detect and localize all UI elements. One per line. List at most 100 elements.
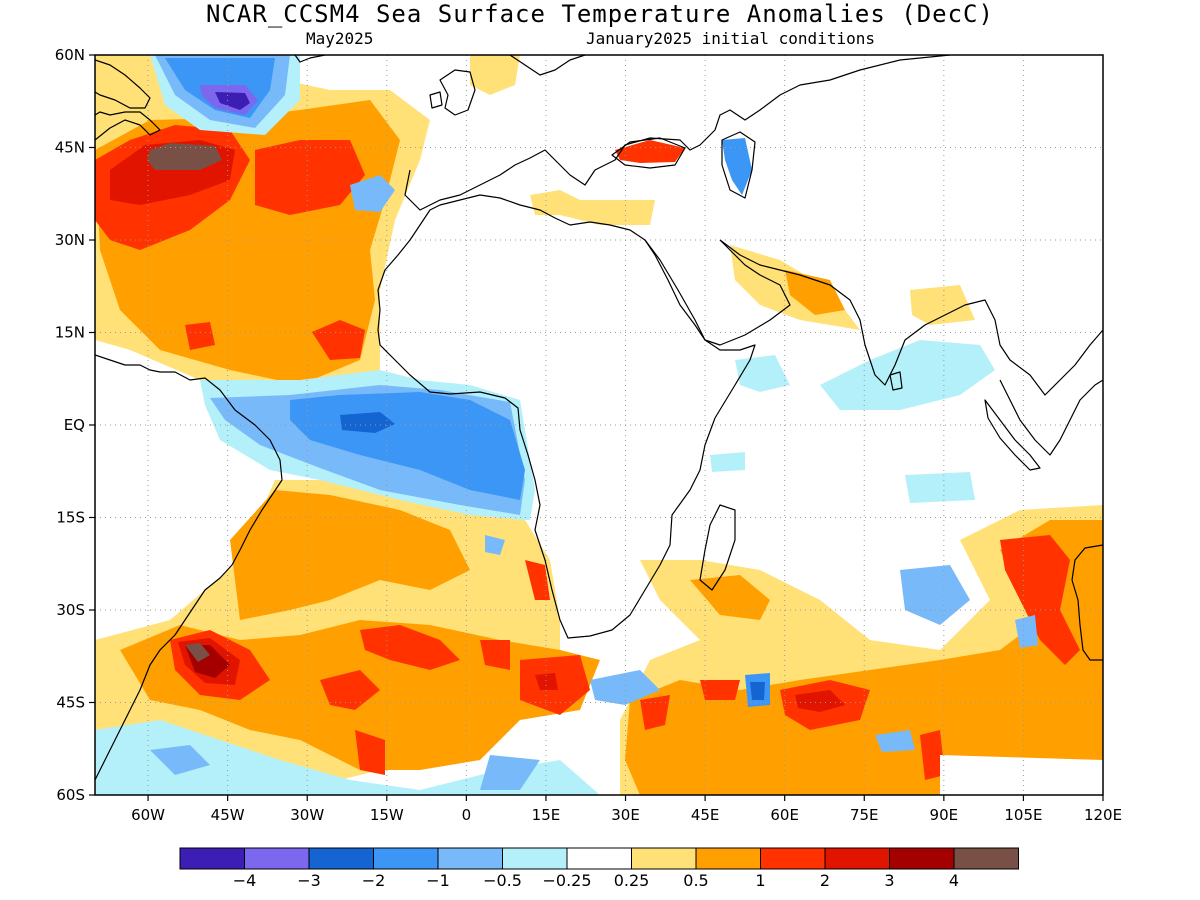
colorbar-label: −0.5 bbox=[483, 871, 522, 890]
lat-label: 60N bbox=[55, 46, 85, 64]
shade-na-red3 bbox=[312, 320, 365, 360]
coast-british-isles bbox=[429, 69, 476, 116]
lon-label: 60E bbox=[770, 806, 799, 824]
coast-sri-lanka bbox=[889, 371, 903, 391]
colorbar-swatch bbox=[244, 847, 310, 870]
shade-na-brown bbox=[147, 143, 222, 170]
lon-label: 0 bbox=[462, 806, 472, 824]
lon-label: 15E bbox=[532, 806, 561, 824]
shade-io-cold6 bbox=[1015, 615, 1038, 648]
shade-sa-red5 bbox=[355, 730, 385, 775]
colorbar-swatch bbox=[631, 847, 697, 870]
shade-sa-red6 bbox=[525, 560, 550, 600]
shade-bay-yellow bbox=[910, 285, 975, 325]
longitude-labels: 60W 45W 30W 15W 0 15E 30E 45E 60E 75E 90E 105E 120E bbox=[131, 806, 1122, 824]
shade-sa-red2 bbox=[320, 670, 380, 710]
lon-label: 60W bbox=[131, 806, 165, 824]
anomaly-shading bbox=[95, 55, 1103, 795]
lat-label: 15S bbox=[56, 509, 85, 527]
colorbar-swatch bbox=[953, 847, 1019, 870]
lat-lon-grid bbox=[95, 55, 1103, 795]
shade-io-cold4 bbox=[710, 452, 745, 472]
shade-io-cold-indian bbox=[820, 340, 995, 410]
shade-sa-cold3 bbox=[480, 755, 540, 790]
lat-label: 30N bbox=[55, 231, 85, 249]
shade-med-yellow bbox=[530, 190, 655, 225]
shade-northsea bbox=[470, 55, 520, 95]
lon-label: 45W bbox=[211, 806, 245, 824]
shade-sa-orange bbox=[230, 490, 470, 620]
shade-iberia-cold bbox=[350, 175, 395, 212]
coast-south-america bbox=[95, 371, 283, 781]
coast-southeast-asia bbox=[999, 379, 1103, 456]
lon-label: 30E bbox=[611, 806, 640, 824]
map-title: NCAR_CCSM4 Sea Surface Temperature Anoma… bbox=[206, 0, 994, 28]
shade-caspian bbox=[722, 138, 752, 195]
shade-sa-darkred bbox=[535, 673, 558, 690]
colorbar-swatch bbox=[566, 847, 632, 870]
colorbar-label: 4 bbox=[949, 871, 959, 890]
colorbar-swatch bbox=[179, 847, 245, 870]
colorbar-label: 2 bbox=[820, 871, 830, 890]
shade-io-darkred bbox=[795, 690, 845, 712]
shade-sa-red3 bbox=[480, 640, 510, 670]
coast-caspian bbox=[721, 131, 756, 199]
colorbar-label: 3 bbox=[884, 871, 894, 890]
lon-label: 105E bbox=[1004, 806, 1042, 824]
lat-label: 45N bbox=[55, 139, 85, 157]
shade-na-red2 bbox=[255, 140, 365, 215]
coast-labrador bbox=[95, 59, 151, 109]
colorbar-label: −4 bbox=[233, 871, 257, 890]
shade-sa-cold1 bbox=[95, 720, 600, 795]
coast-india bbox=[799, 274, 1103, 396]
coast-north-america bbox=[95, 111, 161, 373]
colorbar-label: 0.5 bbox=[683, 871, 708, 890]
colorbar-swatch bbox=[824, 847, 890, 870]
colorbar-label: −1 bbox=[426, 871, 450, 890]
coast-scandinavia bbox=[509, 55, 586, 76]
lon-label: 75E bbox=[850, 806, 879, 824]
colorbar-swatch bbox=[760, 847, 826, 870]
shade-io-cold3 bbox=[735, 355, 790, 392]
shade-io-orange bbox=[625, 520, 1103, 795]
shade-io-red3 bbox=[700, 680, 740, 700]
shade-sa-cold4 bbox=[485, 535, 505, 555]
shade-io-red1 bbox=[1000, 535, 1080, 665]
shade-io-cold10 bbox=[875, 730, 915, 752]
coast-sumatra bbox=[984, 399, 1041, 471]
initial-conditions: January2025 initial conditions bbox=[586, 29, 875, 48]
colorbar-swatch bbox=[695, 847, 761, 870]
lon-label: 120E bbox=[1084, 806, 1122, 824]
coast-madagascar bbox=[699, 504, 736, 591]
colorbar-label: −3 bbox=[297, 871, 321, 890]
shade-io-cold9 bbox=[590, 670, 660, 705]
colorbar-label: −2 bbox=[362, 871, 386, 890]
colorbar-label: −0.25 bbox=[542, 871, 591, 890]
lon-label: 15W bbox=[370, 806, 404, 824]
shade-io-cold5 bbox=[900, 565, 970, 625]
lat-label: 45S bbox=[56, 694, 85, 712]
latitude-labels: 60N 45N 30N 15N EQ 15S 30S 45S 60S bbox=[55, 46, 85, 804]
shade-lab-cold5 bbox=[215, 92, 250, 110]
coast-africa bbox=[377, 194, 756, 639]
colorbar-swatch bbox=[502, 847, 568, 870]
coast-greenland bbox=[294, 55, 326, 63]
forecast-month: May2025 bbox=[306, 29, 374, 48]
shade-sw-brown bbox=[185, 643, 210, 662]
lon-label: 90E bbox=[930, 806, 959, 824]
shade-na-red4 bbox=[185, 322, 215, 350]
shade-black-sea bbox=[615, 140, 685, 163]
shade-io-cold8 bbox=[750, 682, 765, 700]
shade-sa-red1 bbox=[360, 625, 460, 670]
lat-label: 60S bbox=[56, 786, 85, 804]
lat-label: EQ bbox=[64, 416, 85, 434]
lon-label: 30W bbox=[290, 806, 324, 824]
colorbar-swatch bbox=[308, 847, 374, 870]
colorbar-swatch bbox=[889, 847, 955, 870]
coastlines bbox=[95, 55, 1103, 781]
lat-label: 30S bbox=[56, 601, 85, 619]
shade-arabian-orange bbox=[785, 270, 845, 315]
shade-io-cold2 bbox=[905, 472, 975, 503]
colorbar: −4 −3 −2 −1 −0.5 −0.25 0.25 0.5 1 2 3 4 bbox=[179, 847, 1019, 890]
